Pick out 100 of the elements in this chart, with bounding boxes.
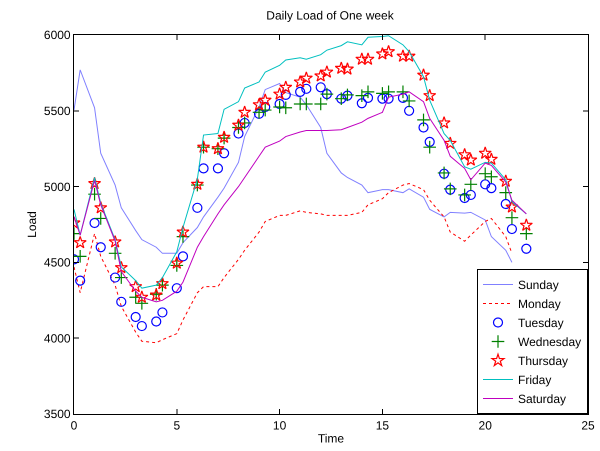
legend-label: Tuesday <box>518 316 564 330</box>
point <box>424 136 435 147</box>
point <box>198 163 209 174</box>
point <box>260 102 270 112</box>
point <box>383 94 394 104</box>
legend-label: Saturday <box>518 392 566 406</box>
point <box>114 270 128 284</box>
point <box>316 82 326 92</box>
point <box>232 120 246 134</box>
point <box>356 98 367 108</box>
point <box>238 105 252 118</box>
line-series <box>74 69 512 263</box>
y-tick-label: 5000 <box>44 180 71 194</box>
point <box>505 200 519 213</box>
point <box>192 202 202 213</box>
point <box>423 88 436 102</box>
point <box>354 88 369 103</box>
y-tick-label: 4500 <box>44 256 71 270</box>
point <box>258 103 272 117</box>
point <box>362 92 374 104</box>
point <box>376 86 390 100</box>
point <box>233 128 244 139</box>
point <box>382 44 396 58</box>
point <box>498 186 513 200</box>
point <box>505 210 519 225</box>
point <box>320 65 334 78</box>
point <box>252 105 266 120</box>
point <box>314 69 328 82</box>
point <box>342 90 353 101</box>
point <box>464 153 478 166</box>
point <box>437 166 451 180</box>
point <box>156 276 169 290</box>
point <box>464 177 478 192</box>
legend-label: Thursday <box>518 354 568 368</box>
point <box>443 182 458 196</box>
point <box>218 148 230 158</box>
point <box>382 84 396 99</box>
point <box>176 230 190 244</box>
point <box>135 290 148 303</box>
point <box>108 235 122 248</box>
point <box>396 49 410 62</box>
point <box>376 47 389 60</box>
point <box>74 236 87 248</box>
y-tick-label: 4000 <box>44 331 71 346</box>
legend-label: Monday <box>518 297 561 312</box>
y-tick-label: 6000 <box>44 28 71 42</box>
point <box>444 136 457 150</box>
point <box>94 212 108 226</box>
point <box>300 71 313 84</box>
point <box>314 97 328 111</box>
point <box>151 316 162 327</box>
x-tick-label: 20 <box>478 418 492 432</box>
point <box>486 183 496 194</box>
point <box>110 272 120 283</box>
point <box>478 166 492 181</box>
point <box>398 92 408 104</box>
x-tick-label: 5 <box>173 418 180 432</box>
point <box>416 68 430 81</box>
line-series <box>74 183 512 344</box>
point <box>212 163 224 174</box>
point <box>416 113 430 127</box>
point <box>361 52 375 65</box>
point <box>506 224 518 234</box>
x-tick-label: 25 <box>581 418 595 432</box>
point <box>418 122 429 133</box>
point <box>136 320 147 332</box>
point <box>500 198 511 210</box>
point <box>116 296 126 307</box>
point <box>272 100 286 114</box>
point <box>340 62 354 75</box>
y-axis-title: Load <box>25 211 40 238</box>
chart-title: Daily Load of One week <box>266 8 395 23</box>
point <box>252 98 266 110</box>
point <box>89 218 100 228</box>
legend-label: Sunday <box>518 278 559 292</box>
point <box>295 86 306 97</box>
point <box>157 307 168 318</box>
point <box>74 249 88 264</box>
point <box>480 179 490 190</box>
point <box>278 100 293 115</box>
point <box>422 140 437 154</box>
x-tick-label: 10 <box>272 418 287 432</box>
point <box>460 192 470 204</box>
point <box>437 116 451 129</box>
point <box>519 226 534 240</box>
y-tick-label: 5500 <box>44 104 71 118</box>
point <box>301 84 312 94</box>
point <box>94 200 108 214</box>
point <box>88 176 102 190</box>
point <box>458 188 472 202</box>
point <box>178 251 188 262</box>
point <box>176 225 190 238</box>
point <box>279 80 292 93</box>
point <box>274 98 285 110</box>
point <box>170 256 184 269</box>
point <box>299 97 314 111</box>
point <box>75 275 86 286</box>
point <box>484 170 498 184</box>
point <box>254 108 264 119</box>
point <box>361 84 375 99</box>
